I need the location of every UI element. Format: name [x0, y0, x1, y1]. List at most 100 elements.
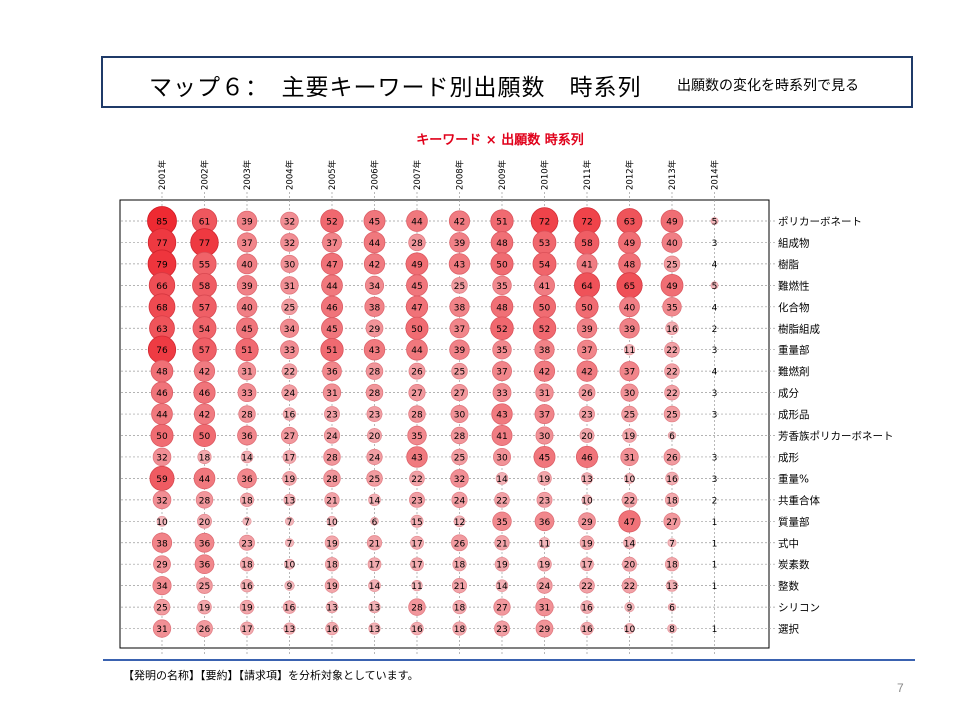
bubble-value: 23: [241, 539, 252, 549]
bubble-value: 16: [284, 604, 296, 614]
bubble: [664, 341, 680, 358]
bubble-value: 1: [712, 561, 718, 571]
bubble-value: 24: [454, 496, 466, 506]
bubble: [283, 622, 296, 635]
keyword-label: 炭素数: [778, 558, 810, 571]
bubble: [239, 534, 255, 551]
bubble-value: 13: [369, 625, 380, 635]
bubble-value: 16: [241, 582, 253, 592]
bubble: [581, 494, 593, 506]
bubble: [193, 360, 216, 382]
bubble-value: 46: [156, 389, 168, 399]
bubble-value: 27: [411, 389, 422, 399]
bubble-value: 42: [539, 368, 550, 378]
bubble: [538, 537, 551, 549]
bubble-value: 16: [666, 325, 678, 335]
bubble-value: 37: [539, 411, 550, 421]
bubble: [194, 554, 215, 575]
bubble-value: 43: [496, 411, 507, 421]
bubble-value: 47: [624, 518, 635, 528]
bubble-value: 21: [369, 539, 380, 549]
bubble: [237, 468, 257, 489]
bubble-value: 44: [199, 475, 211, 485]
bubble: [408, 362, 426, 380]
year-label: 2014年: [710, 159, 721, 190]
bubble: [494, 556, 510, 572]
bubble-value: 51: [496, 218, 507, 228]
bubble-value: 32: [454, 475, 465, 485]
bubble-value: 46: [581, 453, 593, 463]
bubble-value: 3: [712, 239, 718, 249]
bubble-value: 40: [666, 239, 678, 249]
keyword-label: ポリカーボネート: [778, 216, 862, 228]
bubble: [239, 492, 255, 507]
bubble: [492, 275, 512, 296]
bubble-value: 22: [666, 346, 677, 356]
bubble-value: 36: [326, 368, 338, 378]
bubble: [665, 321, 679, 335]
bubble-value: 30: [624, 389, 636, 399]
bubble-value: 52: [496, 325, 507, 335]
bubble: [450, 405, 469, 424]
bubble-value: 2: [712, 496, 718, 506]
bubble-value: 45: [369, 218, 380, 228]
bubble-value: 29: [581, 518, 593, 528]
bubble-value: 50: [581, 303, 593, 313]
bubble-value: 36: [539, 518, 551, 528]
bubble-value: 48: [156, 368, 168, 378]
slide-subtitle: 出願数の変化を時系列で見る: [677, 78, 859, 94]
bubble-value: 24: [539, 582, 551, 592]
bubble: [152, 447, 172, 467]
bubble-value: 63: [156, 325, 167, 335]
plot-frame: [119, 199, 770, 649]
bubble-value: 3: [712, 346, 718, 356]
bubble-value: 79: [156, 260, 168, 270]
bubble: [410, 557, 424, 572]
bubble: [710, 281, 719, 290]
bubble-value: 20: [624, 561, 636, 571]
bubble: [366, 406, 383, 422]
bubble-value: 14: [624, 539, 636, 549]
bubble-value: 6: [669, 432, 675, 442]
bubble: [449, 339, 470, 360]
bubble: [491, 425, 513, 446]
page-number: 7: [897, 681, 904, 695]
footer-note: 【発明の名称】【要約】【請求項】を分析対象としています。: [123, 669, 419, 682]
bubble: [662, 297, 682, 317]
bubble-value: 39: [241, 282, 253, 292]
year-label: 2010年: [540, 159, 551, 190]
bubble-value: 19: [539, 475, 551, 485]
bubble: [236, 275, 258, 296]
bubble-value: 23: [496, 625, 507, 635]
bubble-value: 30: [454, 411, 466, 421]
bubble: [323, 448, 341, 466]
bubble: [534, 404, 555, 425]
bubble-value: 28: [241, 411, 253, 421]
bubble: [236, 296, 258, 318]
bubble-value: 38: [369, 303, 381, 313]
bubble-value: 1: [712, 625, 718, 635]
bubble-value: 22: [624, 582, 635, 592]
keyword-label: 難燃剤: [778, 365, 810, 378]
bubble-value: 25: [156, 604, 167, 614]
bubble-value: 40: [241, 260, 253, 270]
bubble-value: 13: [326, 604, 337, 614]
bubble-value: 23: [539, 496, 550, 506]
bubble-value: 24: [284, 389, 296, 399]
keyword-label: 組成物: [778, 236, 810, 249]
bubble: [663, 405, 681, 423]
bubble-value: 64: [581, 282, 593, 292]
bubble: [281, 363, 298, 379]
bubble-value: 7: [287, 539, 293, 549]
bubble-value: 49: [624, 239, 636, 249]
bubble-value: 13: [581, 475, 592, 485]
bubble: [323, 427, 341, 444]
bubble: [492, 361, 512, 382]
bubble: [149, 465, 175, 491]
bubble-value: 28: [369, 368, 381, 378]
bubble-value: 20: [199, 518, 211, 528]
bubble-value: 1: [712, 518, 718, 528]
bubble: [623, 536, 636, 550]
bubble: [451, 448, 468, 466]
bubble-value: 47: [326, 260, 337, 270]
